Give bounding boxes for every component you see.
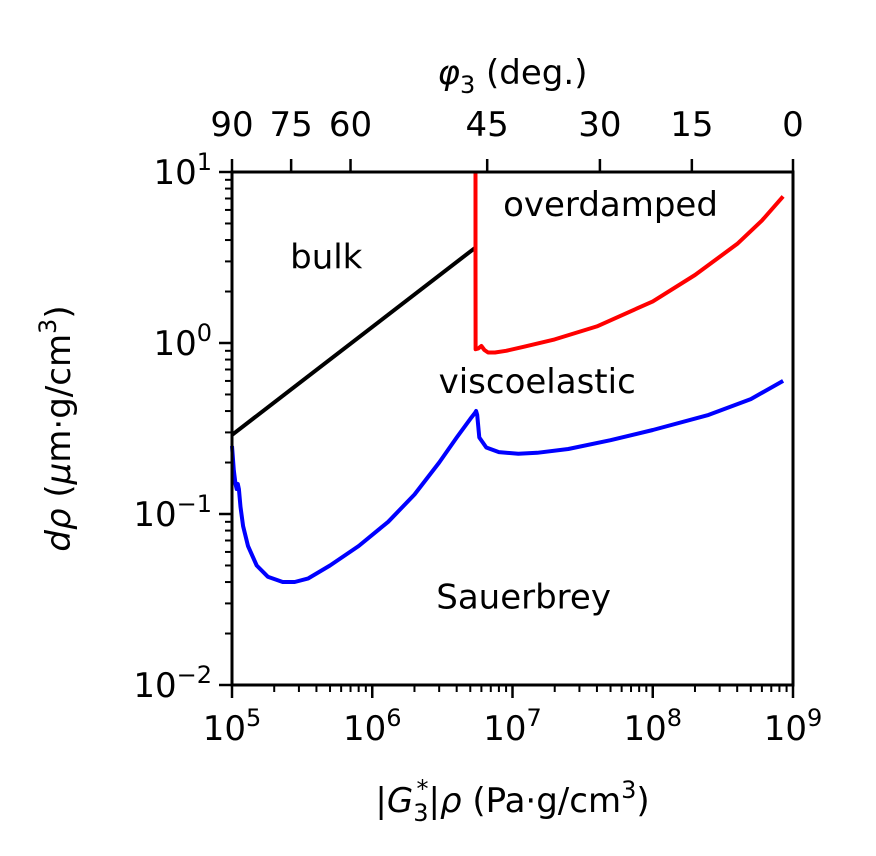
series-bulk-line xyxy=(230,246,477,437)
x-tick-label: 107 xyxy=(483,704,542,749)
region-label-overdamped: overdamped xyxy=(503,185,718,225)
top-axis-label: φ3 (deg.) xyxy=(438,53,588,99)
series-viscoelastic-line xyxy=(230,379,785,584)
x-tick-label: 109 xyxy=(764,704,823,749)
region-label-Sauerbrey: Sauerbrey xyxy=(436,577,611,617)
x-tick-label: 105 xyxy=(203,704,262,749)
y-axis-label: dρ (μm·g/cm3) xyxy=(34,305,79,551)
x-tick-label: 108 xyxy=(623,704,682,749)
y-tick-label: 10−2 xyxy=(133,661,212,706)
plot-frame xyxy=(230,170,795,687)
series-overdamped-line xyxy=(473,172,785,355)
y-tick-label: 101 xyxy=(153,148,212,193)
top-tick-label: 90 xyxy=(210,105,253,145)
y-tick-label: 10−1 xyxy=(133,490,212,535)
labels-layer: 105 106 107 108 109 101 100 10−1 10−2 90 75 60 45 30 1… xyxy=(34,53,822,827)
x-axis-label: |G3*|ρ (Pa·g/cm3) xyxy=(375,775,649,827)
y-tick-label: 100 xyxy=(153,319,212,364)
top-tick-label: 15 xyxy=(670,105,713,145)
x-tick-label: 106 xyxy=(343,704,402,749)
region-label-viscoelastic: viscoelastic xyxy=(439,362,636,402)
curves-layer xyxy=(230,172,785,584)
major-ticks-layer xyxy=(219,159,795,698)
top-tick-label: 60 xyxy=(329,105,372,145)
top-tick-label: 75 xyxy=(269,105,312,145)
top-tick-label: 0 xyxy=(782,105,804,145)
region-label-bulk: bulk xyxy=(290,238,363,278)
top-tick-label: 30 xyxy=(578,105,621,145)
top-tick-label: 45 xyxy=(466,105,509,145)
